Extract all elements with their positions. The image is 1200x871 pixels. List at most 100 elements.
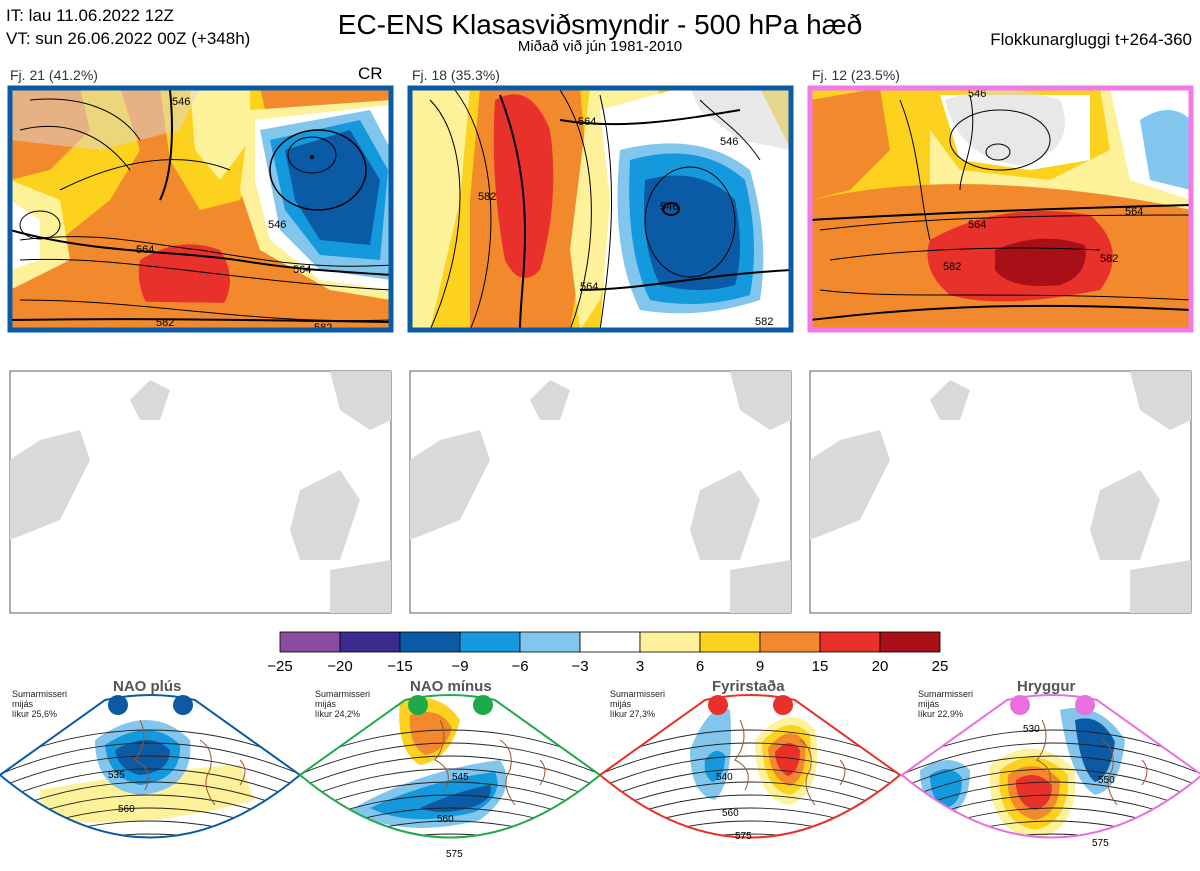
regime-3-isoline-7 [600,820,900,838]
regime-3-mean: mijás [610,699,632,709]
regime-3-isoline-2 [600,755,900,797]
colorbar-tick-6: 3 [636,658,644,675]
colorbar-bin-9 [819,631,881,653]
regime-2-season: Sumarmisseri [315,689,371,699]
panel-1-frame [7,85,394,333]
regime-2-anomaly-4 [420,785,491,812]
regime-4-coastline [1036,719,1148,806]
regime-1-marker-0 [108,695,128,715]
regime-3-isoline-1 [600,742,900,784]
panel-2-frame [407,85,794,333]
regime-2-marker-0 [408,695,428,715]
colorbar-tick-9: 15 [812,658,829,675]
regime-2-contour-label-0: 545 [452,772,469,783]
colorbar-bin-1 [339,631,401,653]
regime-2-contour-label-2: 575 [446,849,463,860]
p2-contour-582: 582 [478,191,496,203]
regime-1-frame [0,694,302,839]
regime-4-contour-label-1: 550 [1098,775,1115,786]
panel-3-label: Fj. 12 (23.5%) [812,67,900,83]
regime-3-coastline [734,719,846,806]
panel-1-tag: CR [358,64,383,83]
colorbar-tick-1: −20 [327,658,352,675]
regime-3-anomaly-1 [704,751,725,782]
regime-1-coastline [134,719,246,806]
colorbar-bin-10 [879,631,941,653]
colorbar-tick-10: 20 [872,658,889,675]
p2-contour-546b: 546 [720,136,738,148]
p1-contour-546: 546 [268,219,286,231]
regime-4-season: Sumarmisseri [918,689,974,699]
p3-contour-582: 582 [943,261,961,273]
panel-3-map: 564 582 582 564 546 [810,88,1191,330]
page-title: EC-ENS Klasasviðsmyndir - 500 hPa hæð [337,9,863,40]
regime-2-name: NAO mínus [410,678,492,695]
regime-4-frame [900,694,1200,839]
p1-contour-546b: 546 [172,96,190,108]
panel-1-map: 564 546 564 582 582 546 [10,88,391,334]
regime-3-isoline-8 [600,833,900,838]
regime-2-isoline-1 [300,742,600,784]
vt-line: VT: sun 26.06.2022 00Z (+348h) [6,29,251,48]
regime-3-isoline-3 [600,768,900,810]
regime-1-season: Sumarmisseri [12,689,68,699]
regime-3-map [600,695,900,838]
p1-contour-582: 582 [156,317,174,329]
regime-2-map [300,695,600,838]
p3-contour-582b: 582 [1100,253,1118,265]
regime-2-info: Sumarmisseri mijás líkur 24,2% [315,689,370,719]
colorbar-tick-5: −3 [571,658,588,675]
p3-contour-564: 564 [968,219,986,231]
regime-1-isoline-8 [0,833,300,838]
p3-contour-546: 546 [968,88,986,100]
regime-1-info: Sumarmisseri mijás líkur 25,6% [12,689,67,719]
panel-3-frame [807,85,1194,333]
regime-4-marker-0 [1010,695,1030,715]
colorbar-bin-5 [579,631,641,653]
colorbar-tick-4: −6 [511,658,528,675]
colorbar-bin-0 [279,631,341,653]
regime-4-isoline-1 [902,742,1200,784]
regime-2-coastline [434,719,546,806]
colorbar-bin-7 [699,631,761,653]
regime-1-marker-1 [173,695,193,715]
init-time: IT: lau 11.06.2022 12Z VT: sun 26.06.202… [6,4,250,50]
regime-3-contour-label-2: 575 [735,831,752,842]
regime-3-anomaly-5 [775,742,800,776]
regime-4-anomaly-1 [930,769,962,808]
regime-1-mean: mijás [12,699,34,709]
regime-4-anomaly-8 [1015,849,1045,857]
colorbar-tick-3: −9 [451,658,468,675]
colorbar-bin-6 [639,631,701,653]
regime-4-info: Sumarmisseri mijás líkur 22,9% [918,689,973,719]
regime-1-map [0,695,300,838]
regime-1-name: NAO plús [113,678,182,695]
colorbar-tick-7: 6 [696,658,704,675]
p1-contour-582b: 582 [314,322,332,334]
regime-1-anomaly-3 [115,740,170,775]
regime-4-isoline-7 [902,820,1200,838]
regime-4-prob: líkur 22,9% [918,709,964,719]
regime-3-contour-label-0: 540 [716,772,733,783]
regime-1-contour-label-1: 560 [118,804,135,815]
regime-2-frame [298,694,602,839]
regime-3-prob: líkur 27,3% [610,709,656,719]
regime-3-season: Sumarmisseri [610,689,666,699]
regime-3-info: Sumarmisseri mijás líkur 27,3% [610,689,665,719]
colorbar-bin-3 [459,631,521,653]
regime-4-isoline-2 [902,755,1200,797]
regime-1-isoline-3 [0,768,300,810]
regime-1-isoline-1 [0,742,300,784]
colorbar: −25 −20 −15 −9 −6 −3 3 6 9 15 20 25 [267,631,948,675]
empty-map-1 [9,370,392,614]
regime-1-isoline-2 [0,755,300,797]
p2-contour-564b: 564 [580,281,598,293]
regime-3-frame [598,694,902,839]
regime-4-marker-1 [1075,695,1095,715]
regime-2-contour-label-1: 560 [437,814,454,825]
regime-4-anomaly-5 [1015,775,1052,810]
regime-2-prob: líkur 24,2% [315,709,361,719]
p2-contour-546: 546 [660,201,678,213]
regime-2-isoline-3 [300,768,600,810]
